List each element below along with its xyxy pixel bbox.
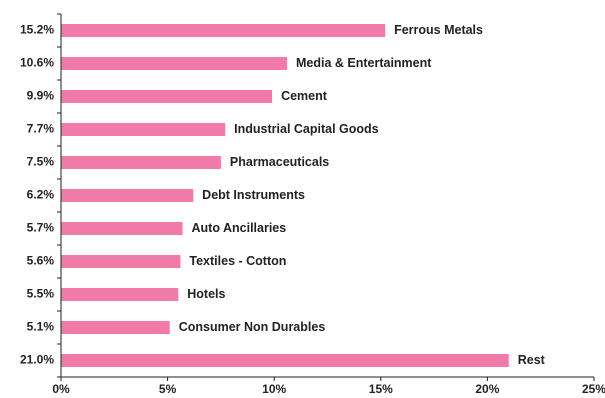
bar [61, 57, 287, 70]
value-label: 5.5% [27, 287, 55, 301]
bar-category-label: Rest [518, 353, 546, 367]
bar-category-label: Textiles - Cotton [189, 254, 286, 268]
bar [61, 189, 194, 202]
bar-category-label: Consumer Non Durables [179, 320, 326, 334]
bar-category-label: Debt Instruments [202, 188, 305, 202]
bar [61, 222, 183, 235]
bar-category-label: Pharmaceuticals [230, 155, 329, 169]
bar-labels-group: Ferrous Metals Media & Entertainment Cemen… [179, 23, 546, 367]
axes-group [60, 14, 594, 378]
value-label: 5.6% [27, 254, 55, 268]
bars-group [61, 24, 509, 367]
value-label: 5.7% [27, 221, 55, 235]
bar [61, 156, 221, 169]
bar [61, 255, 181, 268]
x-tick-label: 20% [475, 382, 499, 396]
value-label: 21.0% [20, 353, 54, 367]
bar [61, 24, 386, 37]
x-tick-label: 10% [262, 382, 286, 396]
bar-category-label: Ferrous Metals [394, 23, 483, 37]
x-tick-label: 0% [52, 382, 70, 396]
value-label: 10.6% [20, 56, 54, 70]
value-label: 9.9% [27, 89, 55, 103]
bar-category-label: Cement [281, 89, 328, 103]
bar [61, 321, 170, 334]
value-label: 7.5% [27, 155, 55, 169]
x-tick-label: 5% [159, 382, 177, 396]
y-labels-group: 15.2% 10.6% 9.9% 7.7% 7.5% 6.2% 5.7% 5.6% 5.5% 5.… [20, 13, 61, 378]
bar [61, 354, 509, 367]
bar [61, 123, 226, 136]
value-label: 7.7% [27, 122, 55, 136]
bar-category-label: Industrial Capital Goods [234, 122, 379, 136]
x-tick-label: 25% [582, 382, 605, 396]
bar-category-label: Auto Ancillaries [192, 221, 287, 235]
bar-category-label: Media & Entertainment [296, 56, 432, 70]
value-label: 15.2% [20, 23, 54, 37]
bar-category-label: Hotels [187, 287, 225, 301]
bar [61, 90, 273, 103]
bar [61, 288, 179, 301]
value-label: 5.1% [27, 320, 55, 334]
x-ticks-group: 0% 5% 10% 15% 20% 25% [52, 377, 605, 396]
x-tick-label: 15% [369, 382, 393, 396]
value-label: 6.2% [27, 188, 55, 202]
